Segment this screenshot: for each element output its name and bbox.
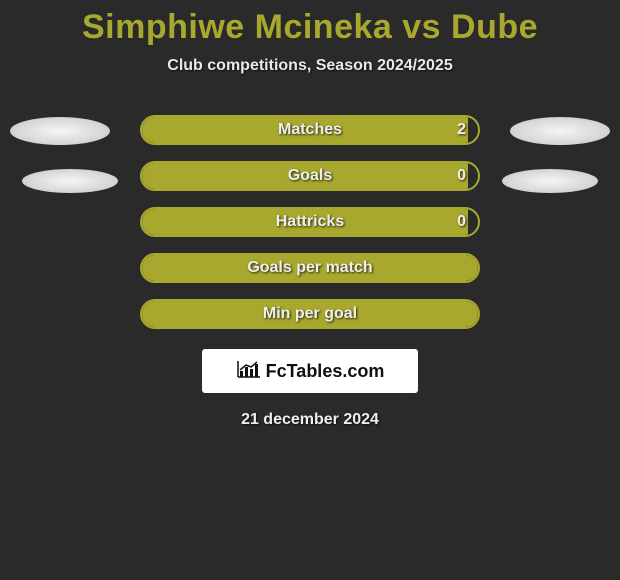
player-left-avatar-placeholder-2: [22, 169, 118, 193]
bar-row-goals: Goals 0: [140, 161, 480, 191]
bar-row-matches: Matches 2: [140, 115, 480, 145]
player-left-avatar-placeholder: [10, 117, 110, 145]
player-right-avatar-placeholder: [510, 117, 610, 145]
bar-right-value: 2: [457, 121, 466, 139]
subtitle: Club competitions, Season 2024/2025: [0, 57, 620, 75]
bar-row-hattricks: Hattricks 0: [140, 207, 480, 237]
bar-label: Goals per match: [247, 259, 372, 277]
bar-label: Goals: [288, 167, 332, 185]
bar-label: Hattricks: [276, 213, 344, 231]
bar-label: Matches: [278, 121, 342, 139]
bar-label: Min per goal: [263, 305, 357, 323]
player-right-avatar-placeholder-2: [502, 169, 598, 193]
bar-row-goals-per-match: Goals per match: [140, 253, 480, 283]
page-title: Simphiwe Mcineka vs Dube: [0, 0, 620, 47]
bars-container: Matches 2 Goals 0 Hattricks 0 Goals per …: [140, 115, 480, 329]
date-text: 21 december 2024: [0, 411, 620, 429]
comparison-chart: Matches 2 Goals 0 Hattricks 0 Goals per …: [0, 115, 620, 429]
bar-chart-icon: [236, 359, 262, 384]
bar-right-value: 0: [457, 213, 466, 231]
source-logo-text: FcTables.com: [266, 361, 385, 382]
source-logo: FcTables.com: [202, 349, 418, 393]
bar-right-value: 0: [457, 167, 466, 185]
bar-row-min-per-goal: Min per goal: [140, 299, 480, 329]
